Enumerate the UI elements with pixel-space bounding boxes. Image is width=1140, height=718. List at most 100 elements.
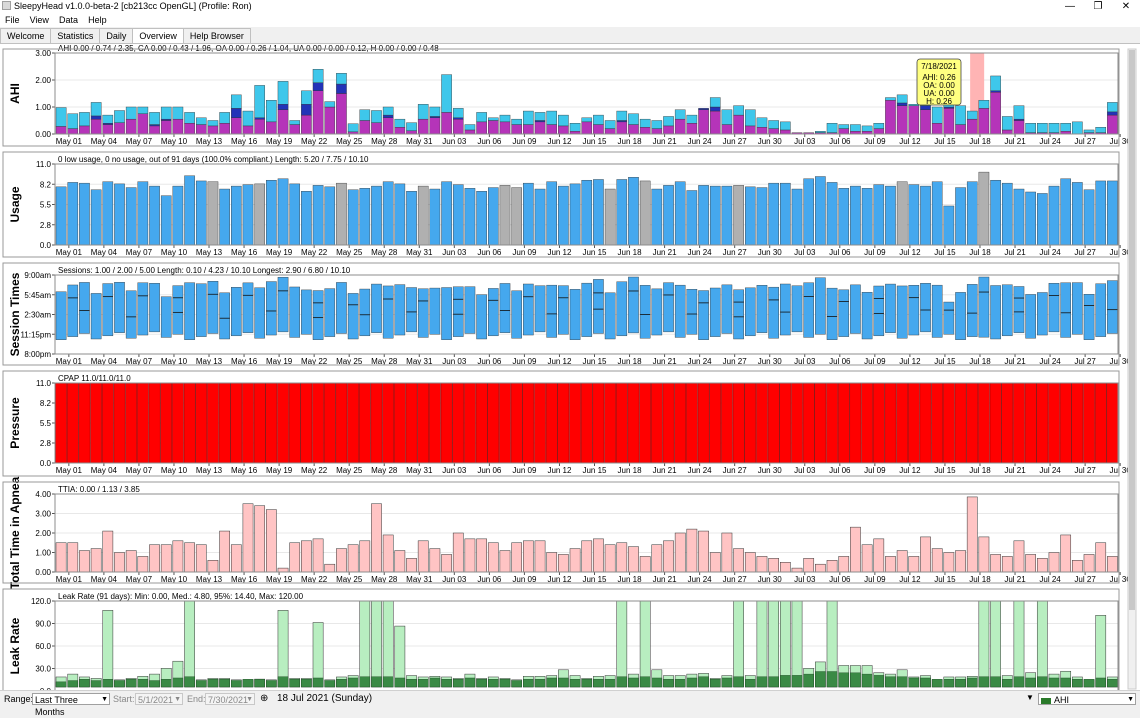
close-button[interactable]: ✕ — [1121, 1, 1131, 12]
x-tick-label: May 31 — [406, 575, 433, 584]
ahi-bar-oa — [429, 116, 441, 118]
ahi-bar-ca — [1072, 121, 1083, 135]
ahi-bar-ca — [336, 73, 347, 85]
ahi-bar-ca — [896, 94, 908, 104]
usage-bar — [90, 189, 102, 246]
leak-median-bar — [441, 679, 452, 688]
ttia-bar — [301, 540, 312, 573]
ahi-bar-oa — [1107, 111, 1118, 116]
ahi-bar-ca — [768, 120, 779, 129]
graph-select[interactable]: AHI ▼ — [1038, 693, 1136, 705]
tab-help-browser[interactable]: Help Browser — [182, 28, 251, 43]
menu-file[interactable]: File — [5, 15, 20, 25]
session-bar — [651, 288, 663, 336]
usage-bar — [628, 177, 639, 246]
graph-frame-0 — [2, 48, 1120, 147]
session-bar — [756, 285, 768, 333]
x-tick-label: May 19 — [266, 137, 293, 146]
pressure-bar — [580, 382, 593, 464]
x-tick-label: May 25 — [336, 357, 363, 366]
x-tick-label: Jul 15 — [934, 466, 956, 475]
ahi-bar-h — [593, 124, 604, 135]
x-tick-label: Jun 30 — [758, 248, 783, 257]
ttia-bar — [230, 544, 242, 573]
leak-median-bar — [651, 677, 663, 688]
ahi-bar-h — [137, 113, 149, 135]
session-bar — [266, 281, 277, 336]
pressure-bar — [814, 382, 827, 464]
usage-bar — [780, 182, 791, 246]
ahi-bar-ca — [324, 101, 336, 108]
start-date-field[interactable]: 5/1/2021 ▼ — [135, 693, 183, 705]
usage-bar — [429, 188, 441, 246]
ttia-bar — [569, 548, 581, 573]
ttia-bar — [674, 532, 686, 573]
usage-bar — [803, 178, 814, 246]
tab-daily[interactable]: Daily — [99, 28, 134, 43]
ahi-bar-oa — [149, 124, 160, 127]
minimize-button[interactable]: — — [1065, 1, 1075, 12]
ahi-bar-ca — [55, 107, 67, 127]
ahi-bar-oa — [616, 120, 628, 123]
ahi-bar-ca — [966, 110, 978, 120]
usage-bar — [172, 185, 184, 246]
x-tick-label: Jun 21 — [653, 466, 678, 475]
session-bar — [826, 287, 838, 340]
x-tick-label: Jun 30 — [758, 575, 783, 584]
leak-bar — [756, 600, 768, 688]
usage-bar — [254, 183, 265, 246]
leak-median-bar — [523, 679, 534, 688]
ahi-bar-ca — [1083, 129, 1095, 133]
x-tick-label: May 04 — [91, 137, 118, 146]
ttia-bar — [79, 550, 90, 573]
leak-median-bar — [347, 677, 359, 688]
x-tick-label: Jul 18 — [969, 137, 991, 146]
x-tick-label: May 04 — [91, 248, 118, 257]
pressure-bar — [884, 382, 897, 464]
session-bar — [417, 288, 429, 338]
y-tick-label: 2.8 — [40, 221, 52, 230]
x-tick-label: May 10 — [161, 137, 188, 146]
overview-graphs[interactable]: AHI 0.00 / 0.74 / 2.35, CA 0.00 / 0.43 /… — [0, 43, 1140, 703]
leak-median-bar — [943, 679, 955, 688]
ahi-bar-ca — [429, 106, 441, 117]
x-tick-label: Jul 24 — [1039, 575, 1061, 584]
ttia-bar — [441, 554, 452, 573]
chevron-down-icon[interactable]: ▼ — [1026, 693, 1034, 702]
menu-view[interactable]: View — [29, 15, 49, 25]
menu-data[interactable]: Data — [59, 15, 79, 25]
usage-bar — [1107, 180, 1118, 246]
ahi-bar-ca — [756, 117, 768, 128]
ahi-bar-h — [102, 124, 114, 135]
tab-welcome[interactable]: Welcome — [0, 28, 52, 43]
ttia-bar — [604, 544, 616, 573]
usage-bar — [1048, 185, 1060, 246]
x-tick-label: Jun 15 — [582, 575, 607, 584]
x-tick-label: May 28 — [371, 357, 398, 366]
usage-bar — [406, 191, 417, 246]
end-date-field[interactable]: 7/30/2021 ▼ — [205, 693, 255, 705]
session-bar — [978, 276, 990, 338]
tab-overview[interactable]: Overview — [132, 28, 184, 44]
ahi-bar-h — [908, 105, 920, 135]
maximize-button[interactable]: ❐ — [1093, 1, 1103, 12]
session-bar — [476, 294, 487, 340]
leak-bar — [102, 610, 114, 688]
session-bar — [371, 283, 382, 333]
x-tick-label: Jun 12 — [547, 357, 572, 366]
ahi-bar-ca — [394, 118, 406, 128]
y-tick-label: 11:15pm — [20, 330, 51, 339]
pressure-bar — [978, 382, 990, 464]
calendar-icon[interactable]: ⊕ — [260, 693, 269, 704]
session-bar — [231, 287, 242, 337]
leak-median-bar — [593, 679, 604, 688]
pressure-bar — [300, 382, 313, 464]
menu-help[interactable]: Help — [88, 15, 107, 25]
pressure-bar — [779, 382, 792, 464]
y-tick-label: 1.00 — [35, 103, 51, 112]
tab-statistics[interactable]: Statistics — [50, 28, 101, 43]
overview-charts-svg[interactable]: AHI 0.00 / 0.74 / 2.35, CA 0.00 / 0.43 /… — [0, 44, 1140, 703]
session-bar — [698, 290, 709, 340]
range-select[interactable]: Last Three Months ▼ — [32, 693, 110, 717]
